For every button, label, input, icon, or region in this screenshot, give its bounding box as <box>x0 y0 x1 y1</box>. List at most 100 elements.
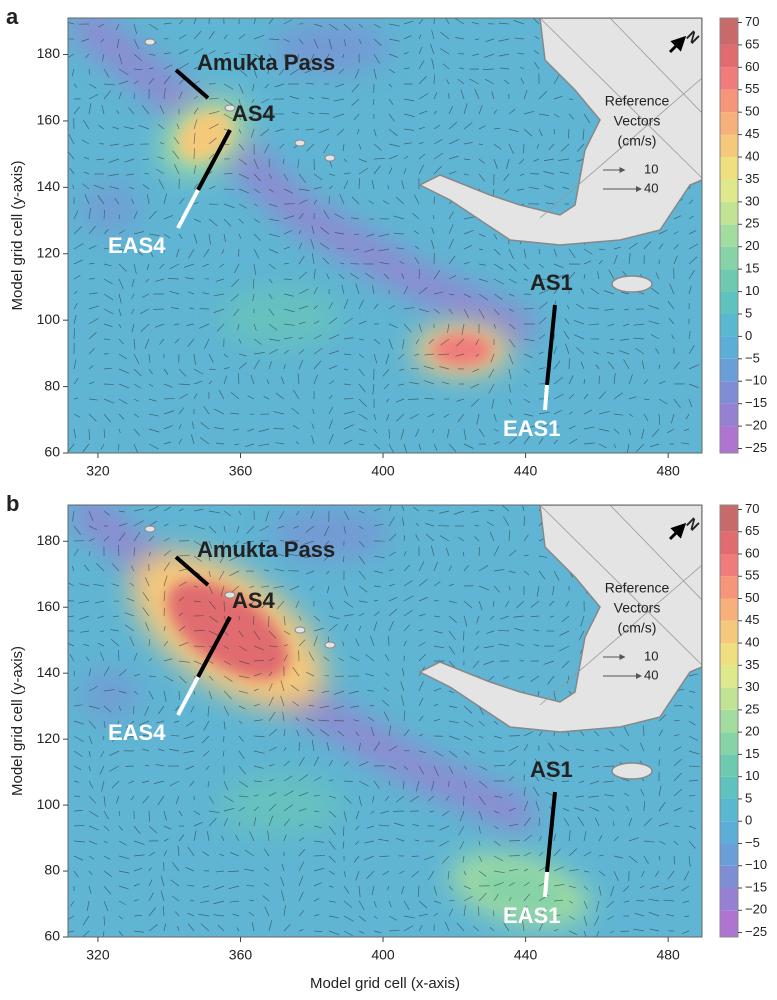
x-tick-label: 440 <box>514 463 538 479</box>
transect <box>545 385 547 410</box>
colorbar-tick-label: −15 <box>745 879 767 894</box>
reference-title: Vectors <box>614 113 661 129</box>
island <box>145 526 155 532</box>
island <box>145 39 155 45</box>
field-patch <box>220 775 340 835</box>
colorbar-tick-label: 40 <box>745 148 759 163</box>
island <box>325 155 335 161</box>
colorbar-band <box>720 821 738 843</box>
colorbar-tick-label: 0 <box>745 328 752 343</box>
reference-value: 40 <box>644 667 658 682</box>
y-tick-label: 100 <box>37 311 61 327</box>
colorbar-band <box>720 45 738 67</box>
y-axis-label: Model grid cell (y-axis) <box>9 646 26 796</box>
colorbar-tick-label: −5 <box>745 350 760 365</box>
annotation: Amukta Pass <box>197 537 335 562</box>
colorbar-tick-label: 35 <box>745 171 759 186</box>
annotation: AS1 <box>530 270 573 295</box>
reference-title: Vectors <box>614 600 661 616</box>
colorbar-band <box>720 866 738 888</box>
colorbar-band <box>720 599 738 621</box>
colorbar-band <box>720 202 738 224</box>
y-tick-label: 180 <box>37 532 61 548</box>
colorbar-band <box>720 336 738 358</box>
colorbar-band <box>720 710 738 732</box>
colorbar-tick-label: −20 <box>745 418 767 433</box>
colorbar-tick-label: 15 <box>745 746 759 761</box>
colorbar-tick-label: 25 <box>745 701 759 716</box>
reference-title: Reference <box>605 93 670 109</box>
colorbar-tick-label: 15 <box>745 261 759 276</box>
x-tick-label: 320 <box>86 947 110 963</box>
x-tick-label: 480 <box>656 463 680 479</box>
reference-title: (cm/s) <box>618 133 657 149</box>
island <box>295 627 305 633</box>
island <box>612 763 652 779</box>
colorbar-band <box>720 576 738 598</box>
colorbar-tick-label: −25 <box>745 440 767 455</box>
annotation: AS4 <box>232 101 276 126</box>
x-tick-label: 320 <box>86 463 110 479</box>
x-tick-label: 400 <box>371 947 395 963</box>
colorbar-tick-label: 55 <box>745 568 759 583</box>
colorbar-band <box>720 732 738 754</box>
colorbar-band <box>720 404 738 426</box>
colorbar-tick-label: 55 <box>745 81 759 96</box>
colorbar-band <box>720 247 738 269</box>
annotation: AS1 <box>530 757 573 782</box>
colorbar-band <box>720 90 738 112</box>
x-tick-label: 360 <box>229 947 253 963</box>
colorbar-tick-label: 45 <box>745 126 759 141</box>
y-axis-label: Model grid cell (y-axis) <box>9 160 26 310</box>
annotation: EAS1 <box>503 903 560 928</box>
colorbar-band <box>720 888 738 910</box>
y-tick-label: 100 <box>37 796 61 812</box>
x-tick-label: 440 <box>514 947 538 963</box>
colorbar-tick-label: 50 <box>745 104 759 119</box>
colorbar-band <box>720 643 738 665</box>
y-tick-label: 140 <box>37 178 61 194</box>
colorbar-band <box>720 157 738 179</box>
vector <box>367 690 374 691</box>
reference-value: 40 <box>644 180 658 195</box>
colorbar-tick-label: 5 <box>745 305 752 320</box>
panel: 3203604004404806080100120140160180Model … <box>6 4 767 479</box>
colorbar-tick-label: −15 <box>745 395 767 410</box>
y-tick-label: 60 <box>44 928 60 944</box>
colorbar-band <box>720 314 738 336</box>
colorbar-band <box>720 554 738 576</box>
annotation: EAS1 <box>503 416 560 441</box>
colorbar-band <box>720 179 738 201</box>
y-tick-label: 120 <box>37 730 61 746</box>
island <box>295 140 305 146</box>
field-low-patch <box>80 183 140 233</box>
colorbar-tick-label: 60 <box>745 545 759 560</box>
colorbar-tick-label: −25 <box>745 924 767 939</box>
vector <box>613 822 614 826</box>
transect <box>545 872 547 897</box>
field-hotspot-core <box>432 334 492 366</box>
colorbar-band <box>720 843 738 865</box>
colorbar-tick-label: 30 <box>745 193 759 208</box>
colorbar-tick-label: 65 <box>745 36 759 51</box>
colorbar-tick-label: 50 <box>745 590 759 605</box>
colorbar-band <box>720 292 738 314</box>
colorbar-tick-label: 20 <box>745 238 759 253</box>
field-patch <box>220 288 340 348</box>
colorbar-tick-label: 65 <box>745 523 759 538</box>
island <box>612 276 652 292</box>
annotation: EAS4 <box>108 233 166 258</box>
colorbar-tick-label: −10 <box>745 857 767 872</box>
reference-title: (cm/s) <box>618 620 657 636</box>
y-tick-label: 180 <box>37 45 61 61</box>
colorbar-band <box>720 426 738 453</box>
annotation: EAS4 <box>108 720 166 745</box>
colorbar-tick-label: 45 <box>745 612 759 627</box>
colorbar-tick-label: 70 <box>745 14 759 29</box>
colorbar-band <box>720 688 738 710</box>
colorbar-band <box>720 359 738 381</box>
colorbar-band <box>720 799 738 821</box>
colorbar-band <box>720 18 738 45</box>
reference-value: 10 <box>644 161 658 176</box>
colorbar-tick-label: −20 <box>745 902 767 917</box>
